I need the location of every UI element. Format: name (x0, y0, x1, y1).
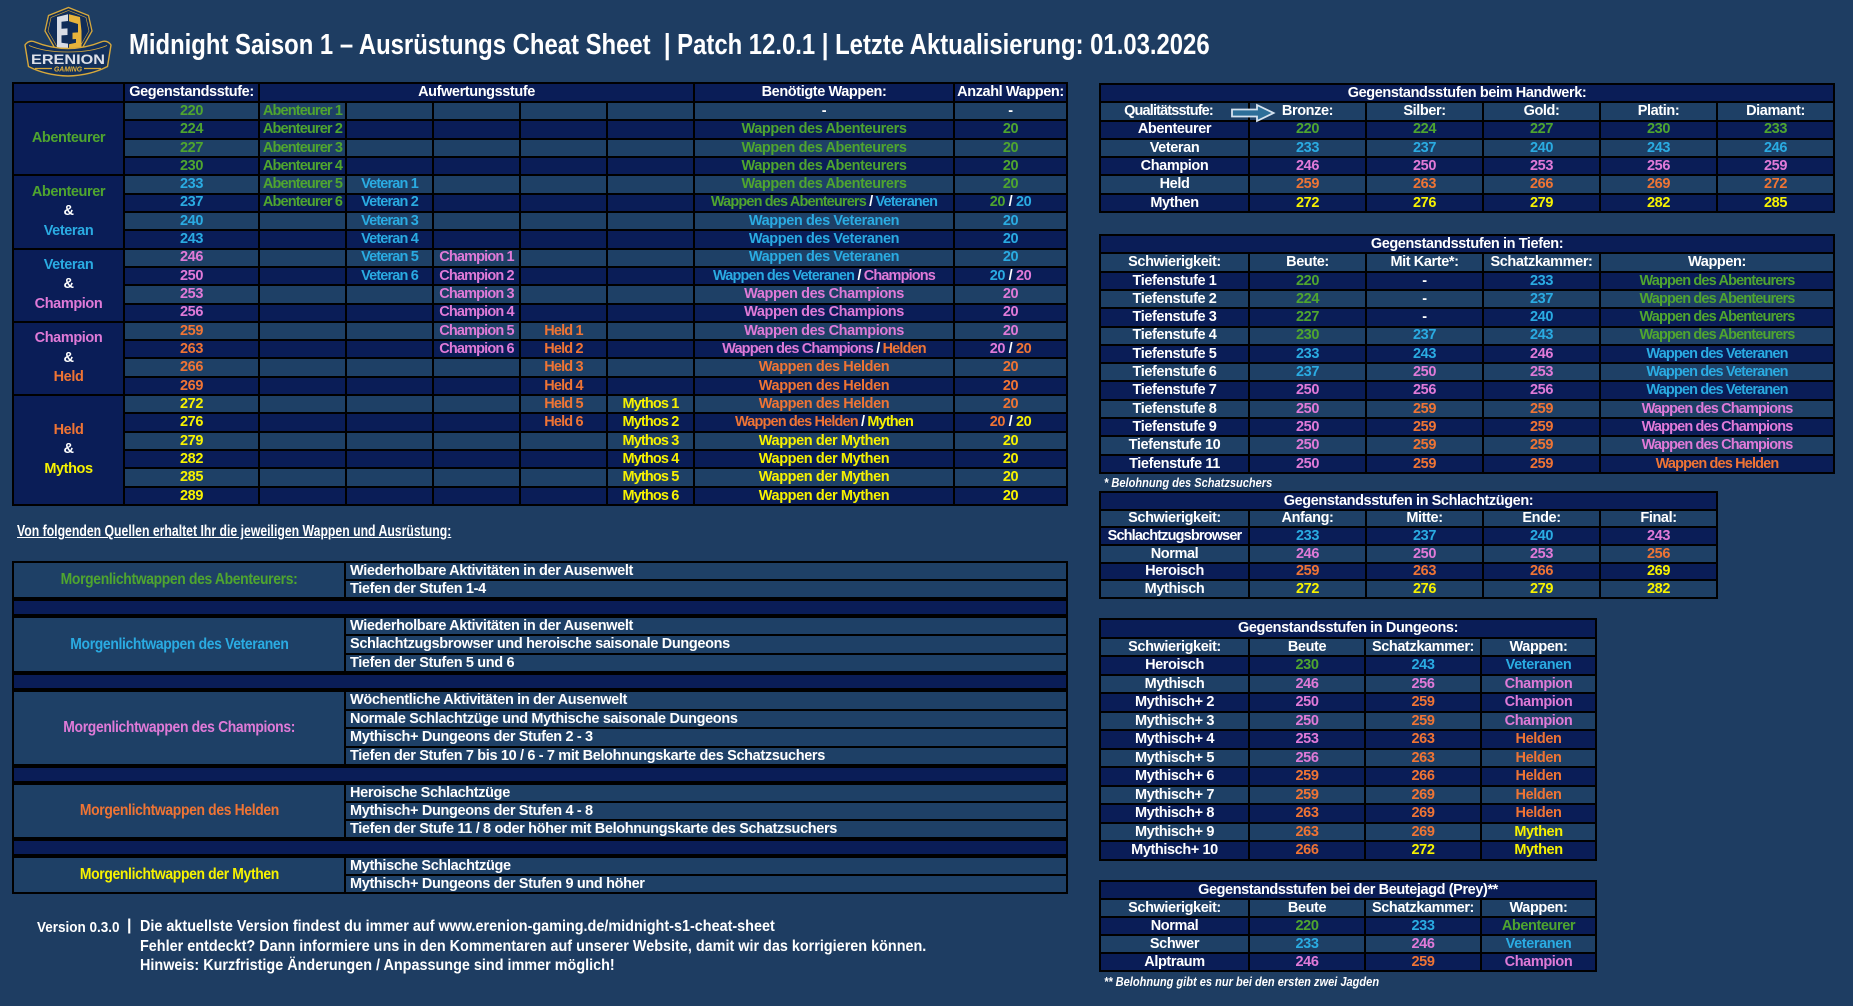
svg-text:GAMING: GAMING (54, 67, 83, 74)
svg-text:ERENION: ERENION (31, 52, 105, 67)
